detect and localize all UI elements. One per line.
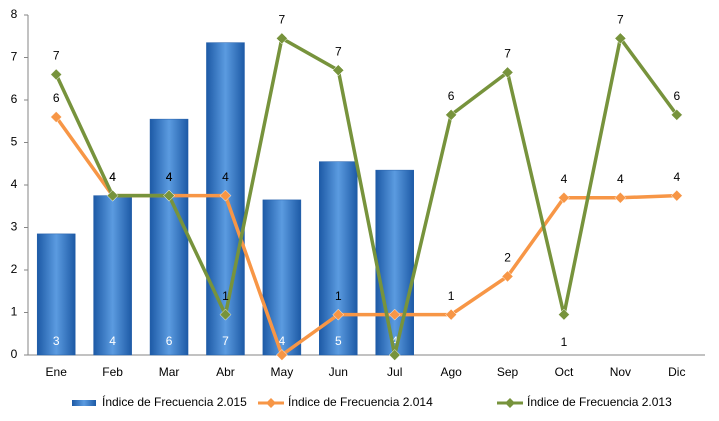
bar xyxy=(149,118,189,356)
marker xyxy=(219,308,232,321)
x-tick-label: Nov xyxy=(610,365,631,379)
y-tick-label: 5 xyxy=(11,135,18,149)
data-label: 6 xyxy=(53,91,60,105)
data-label: 4 xyxy=(222,170,229,184)
bar-label: 4 xyxy=(391,334,398,348)
x-tick-label: Dic xyxy=(668,365,685,379)
data-label: 7 xyxy=(279,13,286,27)
marker xyxy=(501,66,514,79)
data-label: 2 xyxy=(504,251,511,265)
marker xyxy=(50,68,63,81)
legend-marker xyxy=(266,398,276,408)
x-tick-label: Mar xyxy=(159,365,180,379)
data-label: 1 xyxy=(335,289,342,303)
x-tick-label: Ago xyxy=(440,365,462,379)
marker xyxy=(614,32,627,45)
data-label: 7 xyxy=(335,44,342,58)
data-label: 6 xyxy=(448,89,455,103)
bar-label: 4 xyxy=(109,334,116,348)
legend-label: Índice de Frecuencia 2.015 xyxy=(102,394,247,409)
data-label: 1 xyxy=(561,335,568,349)
bar xyxy=(93,195,132,356)
marker xyxy=(276,349,288,361)
marker xyxy=(276,32,288,45)
marker xyxy=(219,189,232,202)
marker xyxy=(388,308,401,321)
data-label: 6 xyxy=(673,89,680,103)
data-label: 4 xyxy=(673,170,680,184)
x-tick-label: Jun xyxy=(329,365,348,379)
marker xyxy=(50,111,63,123)
legend-label: Índice de Frecuencia 2.013 xyxy=(527,394,672,409)
marker xyxy=(445,109,457,121)
legend-label: Índice de Frecuencia 2.014 xyxy=(288,394,433,409)
y-tick-label: 8 xyxy=(11,7,18,21)
y-tick-label: 3 xyxy=(11,220,18,234)
data-label: 7 xyxy=(617,13,624,27)
marker xyxy=(558,308,570,321)
marker xyxy=(332,64,345,77)
y-tick-label: 6 xyxy=(11,92,18,106)
bar-label: 3 xyxy=(53,334,60,348)
bar-label: 5 xyxy=(335,334,342,348)
data-label: 1 xyxy=(448,289,455,303)
bar-label: 6 xyxy=(166,334,173,348)
x-tick-label: Feb xyxy=(102,365,123,379)
line xyxy=(54,34,679,356)
legend-marker xyxy=(505,398,515,408)
data-label: 4 xyxy=(166,170,173,184)
y-tick-label: 0 xyxy=(11,347,18,361)
x-tick-label: Oct xyxy=(555,365,574,379)
marker xyxy=(445,308,457,321)
data-label: 7 xyxy=(53,49,60,63)
x-tick-label: Abr xyxy=(216,365,235,379)
bar-label: 7 xyxy=(222,334,229,348)
x-tick-label: Jul xyxy=(387,365,402,379)
line xyxy=(54,115,677,358)
bar xyxy=(262,199,302,356)
y-tick-label: 7 xyxy=(11,50,18,64)
y-tick-label: 2 xyxy=(11,262,18,276)
marker xyxy=(614,191,627,204)
marker xyxy=(163,189,175,202)
legend-swatch xyxy=(72,400,96,406)
data-label: 4 xyxy=(617,172,624,186)
marker xyxy=(501,270,514,283)
marker xyxy=(558,191,570,204)
data-label: 4 xyxy=(166,170,173,184)
marker xyxy=(670,189,683,202)
data-label: 4 xyxy=(109,170,116,184)
marker xyxy=(388,349,401,361)
data-label: 4 xyxy=(109,170,116,184)
marker xyxy=(670,109,683,121)
x-tick-label: May xyxy=(271,365,294,379)
data-label: 4 xyxy=(561,172,568,186)
bar xyxy=(36,233,76,356)
x-tick-label: Sep xyxy=(497,365,519,379)
x-tick-label: Ene xyxy=(46,365,68,379)
marker xyxy=(106,189,119,202)
data-label: 7 xyxy=(504,47,511,61)
bar-label: 4 xyxy=(279,334,286,348)
y-tick-label: 4 xyxy=(11,177,18,191)
y-tick-label: 1 xyxy=(11,305,18,319)
bar xyxy=(375,169,414,356)
marker xyxy=(332,308,345,321)
data-label: 1 xyxy=(222,289,229,303)
